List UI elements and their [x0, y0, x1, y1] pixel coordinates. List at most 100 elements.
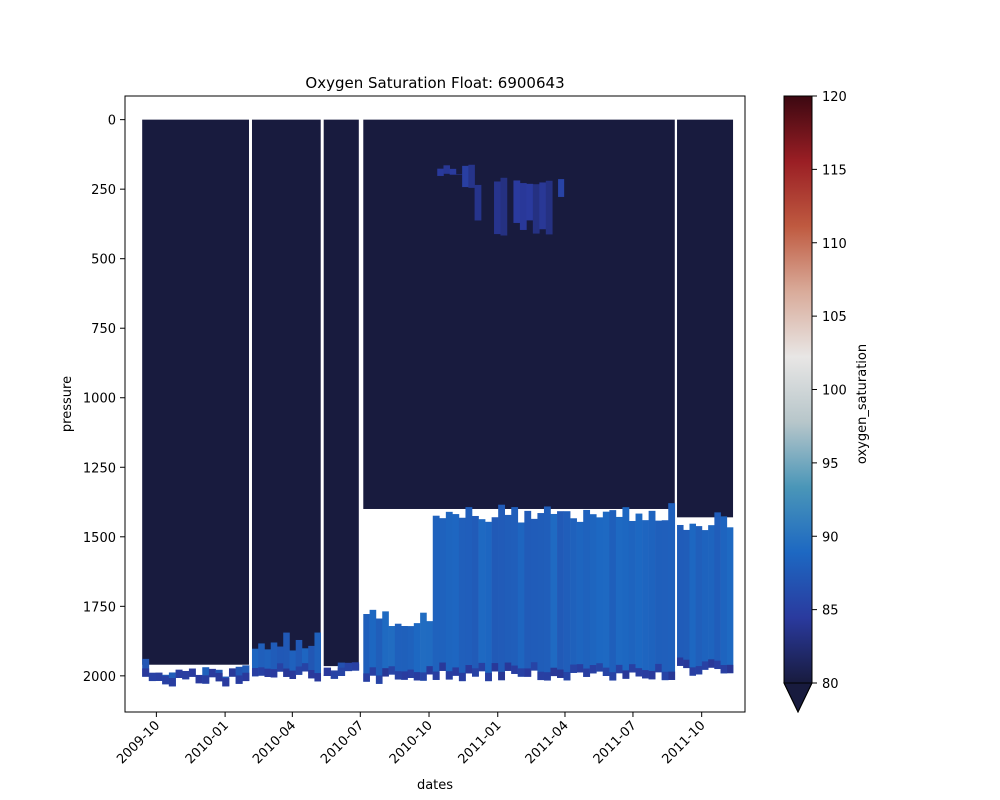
heatmap-cell [628, 664, 636, 673]
heatmap-cell [615, 516, 623, 674]
heatmap-cell [413, 623, 421, 681]
profile-column [323, 119, 359, 667]
heatmap-cell [511, 507, 519, 674]
heatmap-cell [524, 510, 532, 677]
heatmap-cell [420, 612, 427, 681]
heatmap-cell [375, 618, 383, 684]
heatmap-cell [437, 168, 444, 176]
colorbar-label: oxygen_saturation [855, 344, 870, 464]
heatmap-cell [168, 678, 176, 687]
x-tick-label: 2011-07 [591, 718, 640, 767]
heatmap-cell [498, 504, 506, 681]
y-axis: 0 250 500 750 1000 1250 1500 1750 2000 [83, 114, 125, 685]
colorbar-outline [783, 95, 813, 714]
heatmap-cell [720, 516, 728, 674]
colorbar-ticks: 80 85 90 95 100 105 110 115 120 [812, 90, 847, 692]
heatmap-cell [251, 667, 259, 677]
heatmap-cell [449, 168, 457, 175]
heatmap-cell [714, 660, 721, 670]
heatmap-cell [720, 665, 728, 674]
heatmap-cell [276, 663, 284, 672]
colorbar-tick-label: 115 [822, 163, 847, 178]
heatmap-cell [558, 179, 565, 197]
heatmap-cell [615, 664, 623, 674]
y-tick-label: 1500 [83, 531, 116, 546]
heatmap-cell [258, 667, 265, 676]
heatmap-cell [472, 668, 479, 677]
profile-column [363, 119, 675, 509]
heatmap-cell [714, 512, 721, 670]
heatmap-cell [394, 671, 402, 680]
heatmap-cell [148, 672, 156, 682]
heatmap-cell [394, 623, 402, 680]
colorbar-tick-label: 95 [822, 457, 839, 472]
x-axis-label: dates [417, 778, 453, 793]
heatmap-cell [532, 184, 540, 234]
heatmap-cell [543, 506, 551, 681]
heatmap-cell [491, 517, 499, 672]
heatmap-cell [228, 668, 236, 677]
heatmap-cell [677, 657, 684, 666]
x-tick-label: 2010-01 [183, 718, 232, 767]
heatmap-cell [452, 667, 460, 676]
heatmap-cell [472, 515, 479, 677]
heatmap-cell [504, 514, 512, 671]
heatmap-cell [369, 667, 377, 676]
heatmap-cell [596, 517, 604, 672]
heatmap-cell [264, 668, 272, 677]
heatmap-cell [432, 671, 440, 680]
heatmap-cell [270, 642, 278, 678]
heatmap-cell [439, 518, 447, 671]
heatmap-cell [622, 507, 630, 679]
heatmap-cell [363, 673, 370, 682]
heatmap-cell [648, 670, 656, 680]
heatmap-cell [420, 672, 427, 681]
heatmap-cell [701, 530, 709, 670]
heatmap-cell [458, 517, 466, 682]
heatmap-cell [142, 668, 150, 677]
y-tick-label: 2000 [83, 670, 116, 685]
heatmap-cell [583, 668, 591, 677]
heatmap-cell [363, 614, 370, 682]
heatmap-cell [301, 648, 309, 672]
heatmap-cell [596, 663, 604, 672]
heatmap-cell [726, 664, 734, 674]
heatmap-cell [382, 668, 389, 677]
heatmap-cell [539, 182, 547, 230]
heatmap-cell [668, 671, 676, 680]
heatmap-cell [683, 529, 690, 669]
heatmap-cell [485, 521, 492, 682]
heatmap-cell [439, 662, 447, 671]
heatmap-cell [162, 675, 170, 685]
heatmap-cell [530, 662, 538, 671]
profile-column [677, 119, 734, 518]
heatmap-cell [426, 666, 434, 675]
heatmap-cell [443, 165, 450, 174]
heatmap-cell [258, 643, 265, 676]
heatmap-cell [537, 513, 545, 681]
heatmap-cell [689, 667, 696, 676]
heatmap-cell [445, 511, 453, 680]
heatmap-cell [195, 674, 203, 684]
heatmap-cell [642, 520, 649, 679]
heatmap-cell [517, 668, 525, 677]
heatmap-cell [314, 632, 322, 682]
heatmap-cell [465, 507, 473, 674]
plot-frame [124, 95, 746, 713]
heatmap-cell [576, 664, 584, 673]
x-tick-label: 2011-04 [523, 718, 572, 767]
heatmap-cell [517, 522, 525, 677]
heatmap-cell [602, 511, 610, 676]
heatmap-cell [222, 678, 230, 687]
heatmap-cell [609, 510, 617, 681]
heatmap-cell [462, 165, 469, 188]
colorbar-tick-label: 85 [822, 604, 839, 619]
heatmap-cell [576, 521, 584, 673]
colorbar-tick-label: 105 [822, 310, 847, 325]
heatmap-cell [351, 662, 360, 671]
heatmap-cell [511, 665, 519, 674]
heatmap-cell [478, 519, 486, 672]
y-tick-label: 250 [91, 183, 116, 198]
x-tick-label: 2011-10 [659, 718, 708, 767]
